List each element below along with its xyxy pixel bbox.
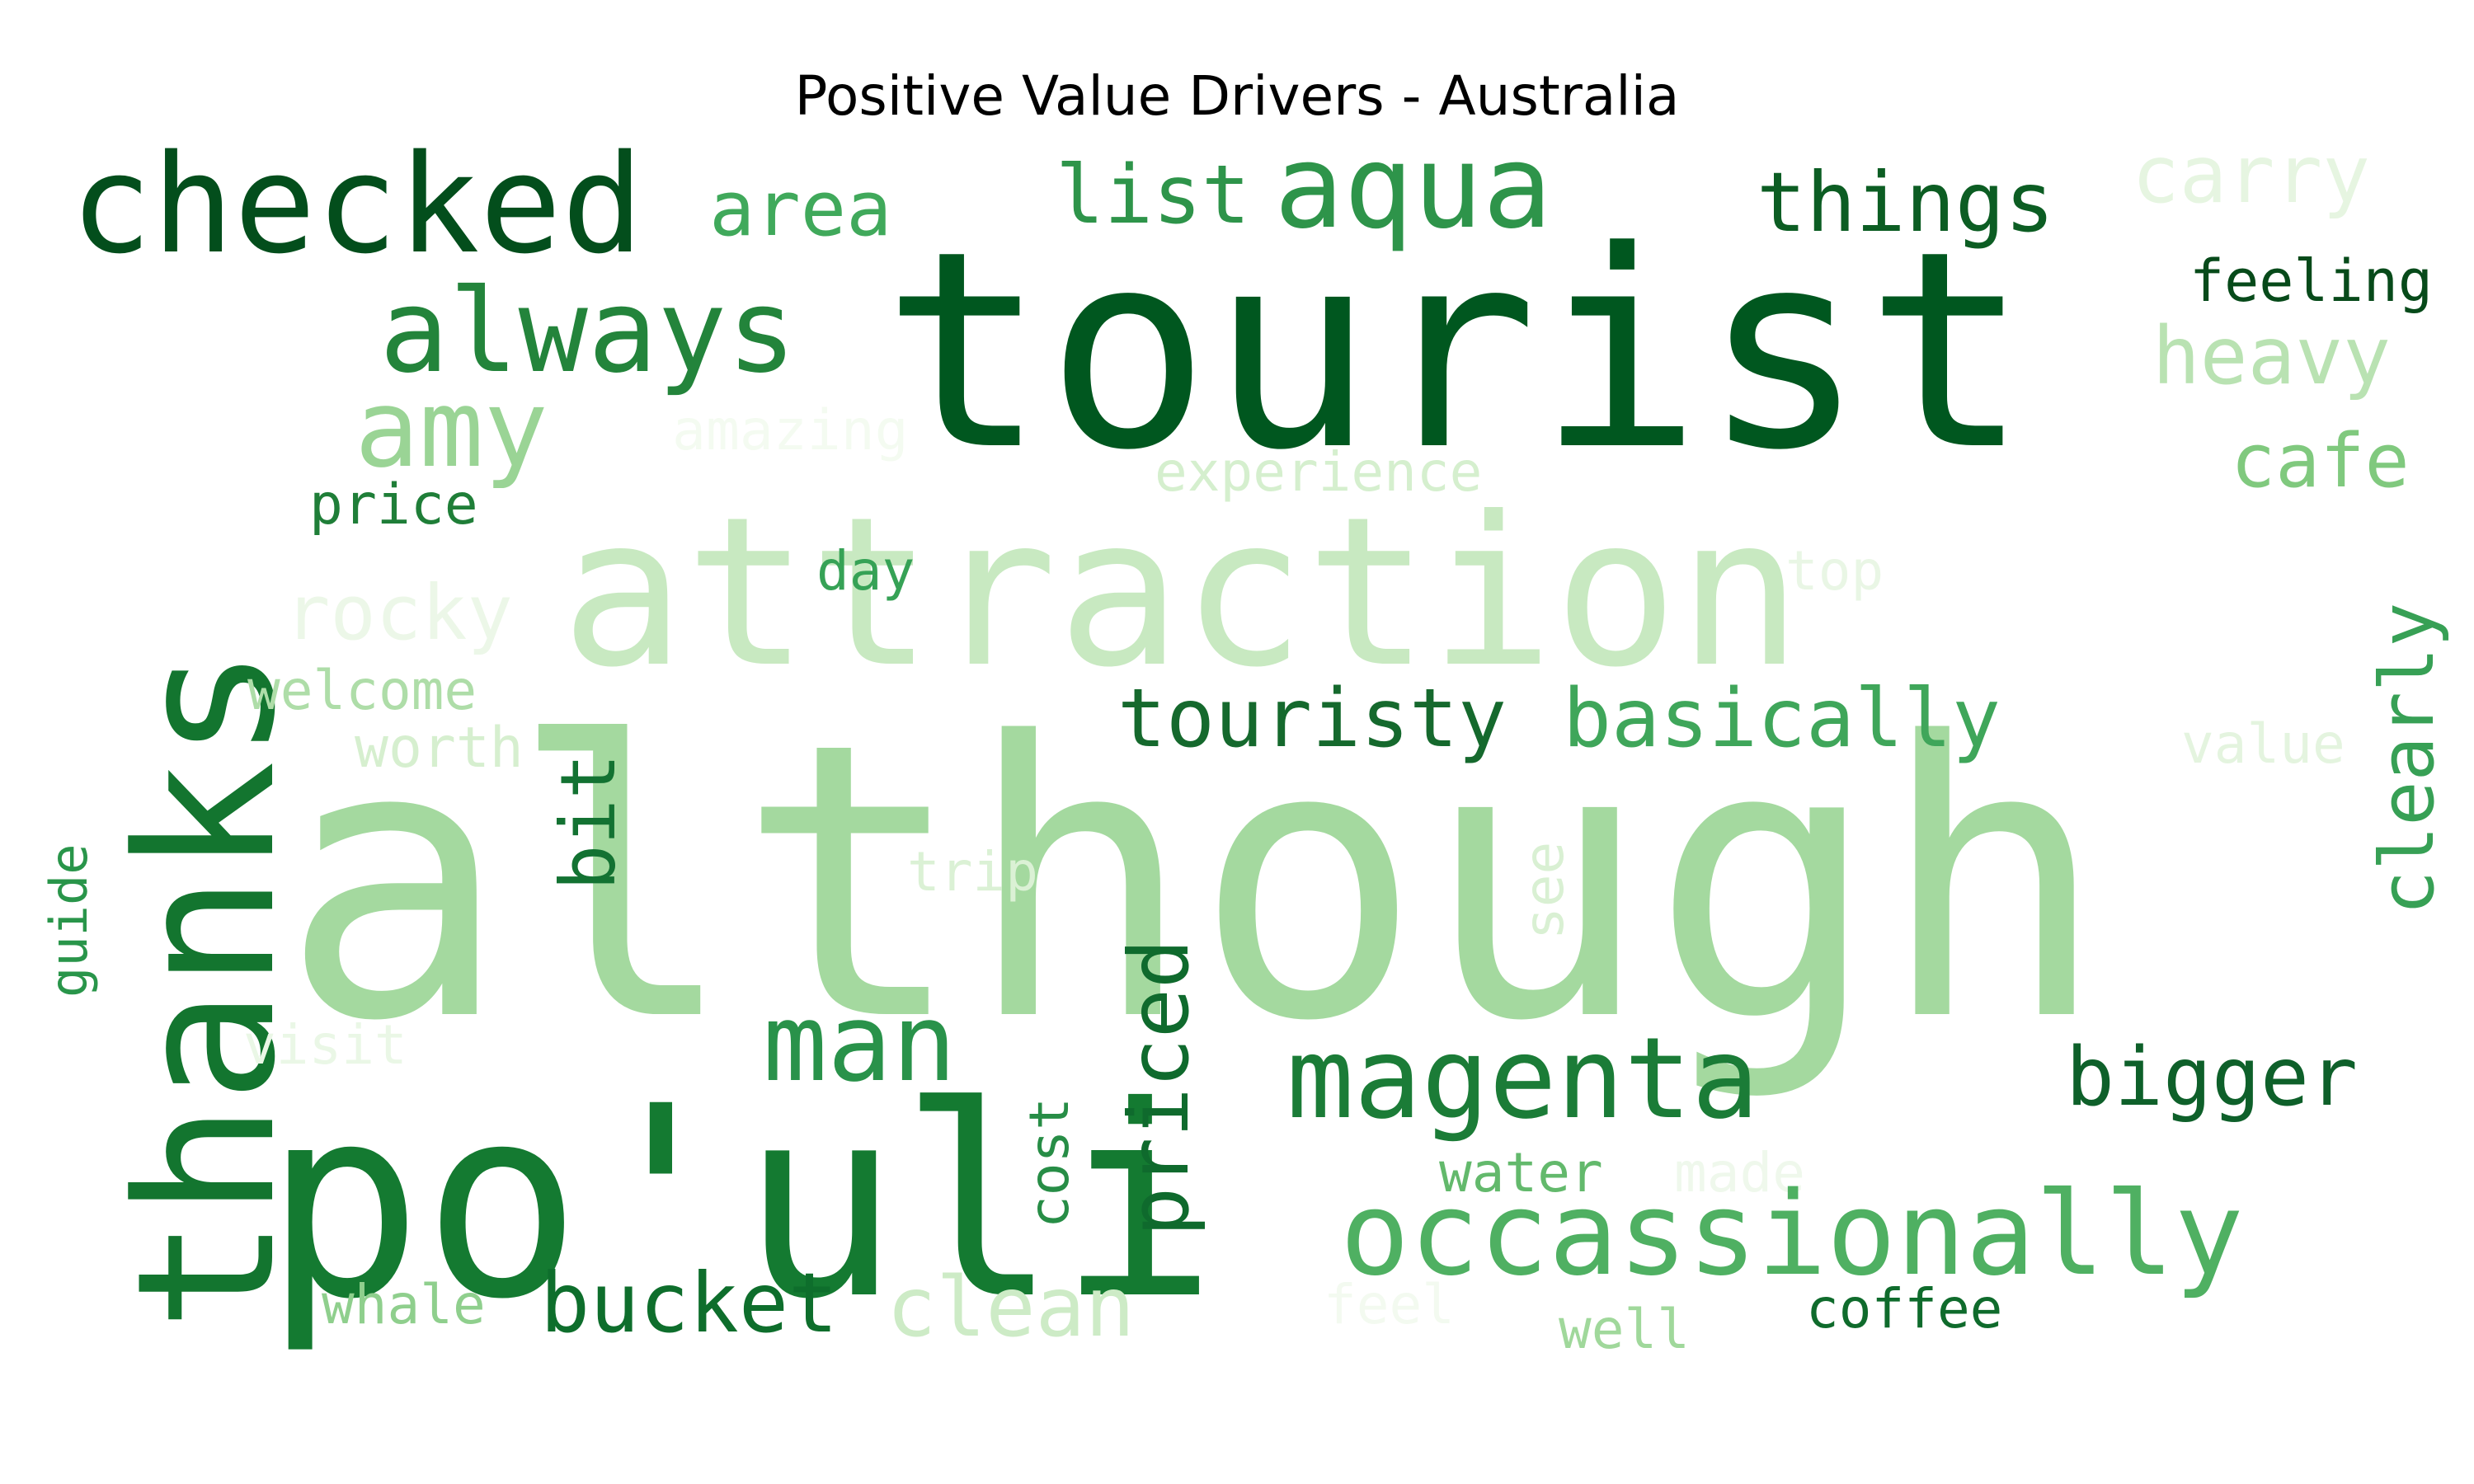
- cloud-word: value: [2181, 712, 2345, 776]
- cloud-word: bit: [544, 754, 633, 890]
- cloud-word: visit: [243, 1013, 407, 1077]
- cloud-word: list: [1056, 148, 1250, 242]
- cloud-word: coffee: [1806, 1277, 2002, 1341]
- cloud-word: price: [309, 472, 478, 538]
- cloud-word: top: [1785, 539, 1884, 603]
- cloud-word: worth: [355, 716, 524, 781]
- cloud-word: amy: [355, 366, 548, 491]
- cloud-word: made: [1674, 1141, 1805, 1205]
- cloud-word: carry: [2132, 129, 2370, 221]
- cloud-word: area: [709, 165, 892, 253]
- cloud-word: priced: [1111, 939, 1207, 1237]
- cloud-word: see: [1512, 842, 1576, 940]
- cloud-word: magenta: [1286, 1014, 1759, 1144]
- cloud-word: po'uli: [264, 1050, 1217, 1357]
- chart-title: Positive Value Drivers - Australia: [794, 64, 1680, 128]
- cloud-word: whale: [322, 1273, 486, 1336]
- cloud-word: heavy: [2152, 310, 2391, 402]
- cloud-word: although: [280, 663, 2108, 1104]
- cloud-word: things: [1757, 154, 2054, 251]
- cloud-word: thanks: [97, 646, 317, 1331]
- cloud-word: amazing: [672, 398, 909, 463]
- cloud-word: day: [816, 539, 915, 603]
- cloud-word: touristy: [1117, 672, 1507, 766]
- cloud-word: feeling: [2189, 247, 2433, 315]
- cloud-word: tourist: [882, 193, 2030, 510]
- cloud-word: bigger: [2066, 1031, 2358, 1125]
- cloud-word: checked: [70, 125, 643, 284]
- cloud-word: always: [379, 265, 797, 399]
- cloud-word: experience: [1155, 440, 1482, 504]
- cloud-word: clean: [887, 1259, 1135, 1355]
- cloud-word: guide: [39, 843, 99, 998]
- cloud-word: cost: [1018, 1097, 1081, 1228]
- cloud-word: man: [763, 980, 957, 1106]
- cloud-word: trip: [907, 840, 1038, 904]
- cloud-word: occassionally: [1340, 1167, 2244, 1302]
- cloud-word: clearly: [2364, 603, 2451, 915]
- cloud-word: basically: [1563, 672, 2001, 766]
- cloud-word: aqua: [1274, 120, 1552, 255]
- cloud-word: rocky: [285, 569, 513, 657]
- cloud-word: bucket: [540, 1255, 838, 1351]
- cloud-word: well: [1559, 1298, 1690, 1361]
- cloud-word: welcome: [247, 659, 477, 722]
- cloud-word: cafe: [2231, 418, 2410, 505]
- cloud-word: attraction: [561, 472, 1802, 712]
- cloud-word: water: [1439, 1141, 1603, 1205]
- cloud-word: feel: [1324, 1273, 1455, 1336]
